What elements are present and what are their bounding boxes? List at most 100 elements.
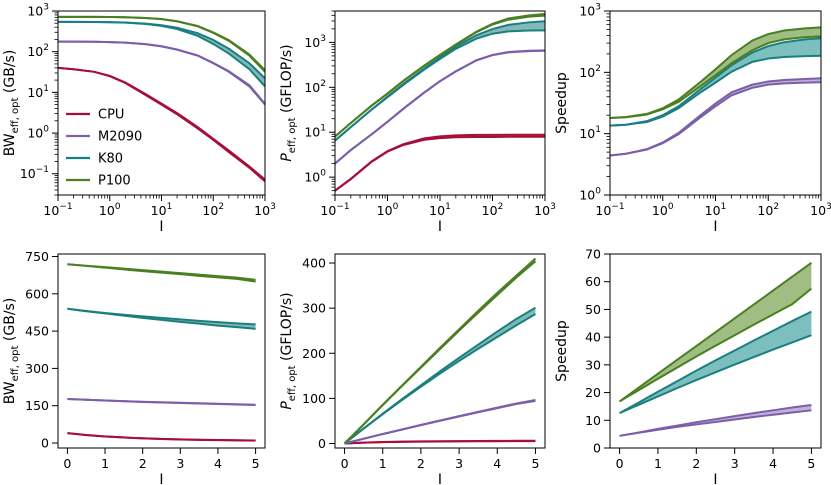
y-tick-label: 101 [304,124,326,140]
x-tick-label: 103 [810,202,831,218]
series-line-upper-m2090 [344,398,536,445]
y-tick-label: 300 [25,361,49,376]
series-band-p100 [335,13,545,137]
y-tick-label: 101 [27,84,49,100]
series-line-upper-k80 [343,306,536,445]
series-group [610,26,821,157]
series-line-upper-p100 [67,263,256,281]
series-line-lower-m2090 [58,40,265,106]
x-tick-label: 100 [652,202,674,218]
x-tick-label: 5 [531,456,539,471]
y-axis-label: BWeff, opt (GB/s) [2,50,21,157]
series-band-k80 [619,311,812,414]
y-tick-label: 0 [41,436,49,451]
series-line-upper-m2090 [610,77,821,157]
series-group [67,263,256,442]
x-tick-label: 3 [176,456,184,471]
y-tick-label: 100 [304,169,326,185]
x-axis-label: I [438,472,442,485]
x-tick-label: 5 [807,456,815,471]
x-axis-label: I [713,219,717,235]
y-axis-label: Peff, opt (GFLOP/s) [279,292,298,409]
x-axis-label: I [438,219,442,235]
y-tick-label: 102 [579,64,601,80]
x-tick-label: 102 [757,202,779,218]
x-tick-label: 10−1 [595,202,624,218]
y-tick-label: 400 [302,256,326,271]
series-line-lower-k80 [343,313,536,445]
series-line-upper-cpu [344,439,536,445]
y-tick-label: 40 [585,330,601,345]
legend-label-k80: K80 [98,152,123,167]
series-group [619,262,813,437]
subplot-p1: 10−1 100 101 102 103 10−1 100 101 102 103 I BWeff, … [2,3,276,236]
axes-frame [609,253,822,449]
series-line-upper-p100 [58,15,265,71]
y-tick-label: 101 [579,125,601,141]
y-tick-label: 100 [579,187,601,203]
series-line-lower-p100 [335,14,545,138]
x-tick-label: 0 [341,456,349,471]
y-tick-label: 10 [585,413,601,428]
axes-frame [57,253,266,449]
x-tick-label: 101 [151,202,173,218]
x-tick-label: 1 [101,456,109,471]
x-tick-label: 5 [252,456,260,471]
series-line-lower-m2090 [335,49,545,165]
axes-frame [334,253,546,449]
x-tick-label: 3 [731,456,739,471]
x-tick-label: 10−1 [43,202,72,218]
subplot-p2: 10−1 100 101 102 103 100 101 102 103 I Peff, opt (… [279,10,556,235]
series-band-k80 [344,307,536,444]
series-line-lower-cpu [58,66,265,183]
x-tick-label: 102 [202,202,224,218]
series-line-lower-p100 [619,287,813,403]
y-tick-label: 102 [27,43,49,59]
series-line-upper-cpu [67,432,256,442]
y-tick-label: 103 [304,34,326,50]
series-line-upper-p100 [619,262,812,403]
x-tick-label: 0 [616,456,624,471]
x-axis-label: I [159,219,163,235]
series-line-lower-m2090 [619,409,812,437]
x-tick-label: 1 [379,456,387,471]
x-tick-label: 4 [493,456,501,471]
x-tick-label: 4 [214,456,222,471]
series-line-upper-cpu [58,66,265,181]
series-line-lower-k80 [619,334,812,414]
series-group [58,15,265,183]
x-tick-label: 103 [534,202,556,218]
y-tick-label: 600 [25,286,49,301]
x-tick-label: 103 [254,202,276,218]
y-tick-label: 60 [585,274,601,289]
series-line-upper-k80 [619,310,812,414]
x-tick-label: 0 [63,456,71,471]
legend-label-p100: P100 [98,174,131,189]
y-axis-label: BWeff, opt (GB/s) [2,298,21,405]
series-band-cpu [335,134,545,191]
x-tick-label: 2 [139,456,147,471]
series-line-upper-cpu [335,133,545,192]
y-tick-label: 103 [27,3,49,19]
legend-label-m2090: M2090 [98,130,142,145]
y-tick-label: 750 [25,249,49,264]
subplot-p5: 0 1 2 3 4 5 0 100 200 300 400 I Peff, opt (GFLOP/s) [279,253,546,485]
y-tick-label: 20 [585,385,601,400]
x-axis-label: I [713,472,717,485]
legend: CPU M2090 K80 P100 [66,108,142,189]
x-tick-label: 4 [769,456,777,471]
series-band-cpu [58,67,265,182]
y-tick-label: 70 [585,247,601,262]
x-tick-label: 3 [455,456,463,471]
y-tick-label: 450 [25,324,49,339]
y-tick-label: 150 [25,398,49,413]
y-tick-label: 102 [304,79,326,95]
x-axis-label: I [159,472,163,485]
y-tick-label: 10−1 [20,165,49,181]
x-tick-label: 2 [417,456,425,471]
legend-label-cpu: CPU [98,108,124,123]
series-line-upper-k80 [67,307,256,326]
